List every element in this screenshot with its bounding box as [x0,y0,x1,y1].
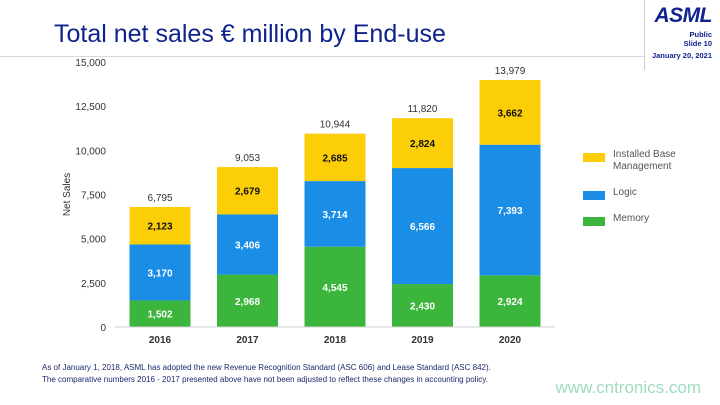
footnote: As of January 1, 2018, ASML has adopted … [42,362,491,386]
bar-value-label: 2,123 [147,222,172,233]
bar-segment-installed-base-management [129,206,191,245]
bar-segment-installed-base-management [392,118,453,169]
bar-segment-installed-base-management [304,133,366,182]
bar-segment-memory [392,284,453,327]
bar-segment-memory [304,246,366,327]
bar-value-label: 2,824 [410,139,435,150]
slide-date: January 20, 2021 [651,51,712,60]
y-tick-label: 15,000 [75,58,106,69]
bar-segment-installed-base-management [479,80,541,145]
y-axis: 0 2,500 5,000 7,500 10,000 12,500 15,000 Net Sa… [62,58,106,334]
legend-item-installed-base: Installed Base Management [583,149,713,187]
bar-value-label: 3,170 [147,268,172,279]
legend-item-logic: Logic [583,187,713,213]
bar-segment-logic [304,181,366,247]
bar-total-label: 6,795 [147,193,172,204]
bar-value-label: 2,685 [322,153,347,164]
legend-item-memory: Memory [583,213,713,226]
bar-value-label: 2,679 [235,187,260,198]
header-vertical-divider [644,0,645,70]
x-tick-label: 2019 [411,335,434,346]
page-title: Total net sales € million by End-use [54,20,446,48]
bar-value-label: 1,502 [147,310,172,321]
bar-value-label: 6,566 [410,222,435,233]
y-tick-label: 5,000 [81,235,106,246]
y-axis-title: Net Sales [62,173,73,216]
x-tick-label: 2017 [236,335,259,346]
bar-segment-logic [479,144,541,276]
bars-group: 1,502 3,170 2,123 6,795 2,968 3,406 2,679 9,053… [129,66,541,327]
bar-total-label: 13,979 [495,66,526,77]
footnote-line-1: As of January 1, 2018, ASML has adopted … [42,363,491,372]
bar-total-label: 11,820 [408,104,438,115]
footnote-line-2: The comparative numbers 2016 - 2017 pres… [42,375,488,384]
bar-segment-logic [217,214,278,275]
legend-label-memory: Memory [613,213,650,224]
y-tick-label: 12,500 [75,102,106,113]
x-tick-label: 2020 [499,335,522,346]
bar-segment-logic [129,244,191,301]
bar-value-label: 2,924 [497,297,522,308]
chart-legend: Installed Base Management Logic Memory [583,149,713,226]
watermark-text: www.cntronics.com [555,378,701,397]
bar-value-label: 3,662 [497,108,522,119]
y-tick-label: 7,500 [81,191,106,202]
bar-segment-memory [479,275,541,327]
y-tick-label: 10,000 [75,146,106,157]
bar-value-label: 3,714 [322,210,347,221]
asml-logo: ASML [654,4,713,27]
bar-segment-logic [392,168,453,285]
bar-segment-memory [217,274,278,327]
legend-label-installed-base: Installed Base Management [613,149,676,172]
bar-value-label: 2,430 [410,302,435,313]
title-divider [0,56,644,57]
bar-total-label: 9,053 [235,153,260,164]
bar-segment-installed-base-management [217,167,278,215]
bar-segment-memory [129,300,191,327]
x-axis: 2016 2017 2018 2019 2020 [115,326,555,346]
stacked-bar-chart: 0 2,500 5,000 7,500 10,000 12,500 15,000 Net Sa… [62,58,555,346]
classification-label: Public [689,30,712,39]
bar-value-label: 2,968 [235,297,260,308]
y-tick-label: 0 [100,323,106,334]
bar-value-label: 7,393 [497,206,522,217]
bar-total-label: 10,944 [320,120,351,131]
legend-swatch-memory [583,217,605,226]
bar-value-label: 3,406 [235,240,260,251]
x-tick-label: 2016 [149,335,172,346]
bar-value-label: 4,545 [322,283,347,294]
slide-number: Slide 10 [683,39,712,48]
legend-swatch-installed-base [583,153,605,162]
y-tick-label: 2,500 [81,279,106,290]
legend-label-logic: Logic [613,187,637,198]
x-tick-label: 2018 [324,335,347,346]
legend-swatch-logic [583,191,605,200]
